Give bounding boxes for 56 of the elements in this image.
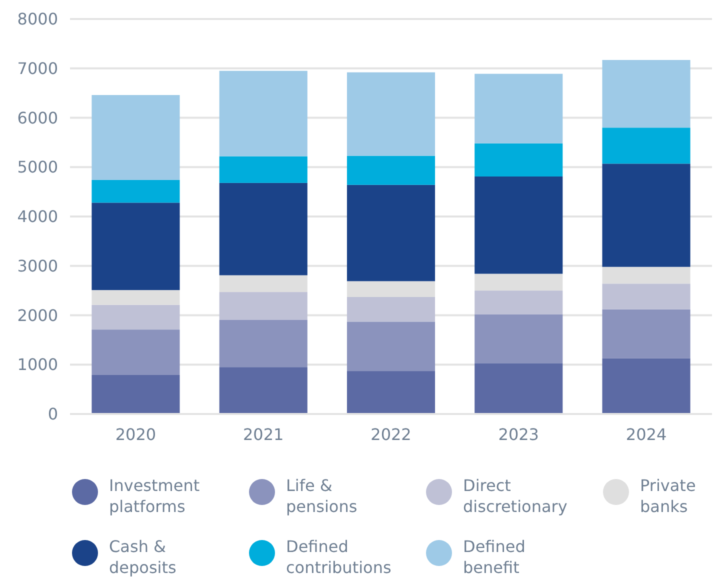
bar — [602, 309, 690, 358]
bar — [602, 284, 690, 310]
bar — [346, 184, 436, 282]
bar — [346, 156, 436, 185]
bar — [346, 281, 436, 297]
bar — [474, 274, 563, 291]
legend-label: Cash & deposits — [109, 537, 176, 577]
bar — [474, 314, 563, 364]
bar — [92, 290, 180, 305]
bar — [219, 320, 308, 368]
legend-label: Direct discretionary — [463, 476, 568, 516]
bar — [92, 180, 180, 203]
y-tick-label: 8000 — [17, 10, 58, 29]
x-tick-label: 2024 — [626, 425, 667, 444]
x-tick-label: 2021 — [243, 425, 284, 444]
bar — [602, 358, 690, 414]
bar — [346, 322, 436, 372]
bar — [92, 330, 180, 375]
bar — [92, 95, 180, 180]
bar — [219, 292, 308, 320]
legend-label: Investment platforms — [109, 476, 200, 516]
x-tick-label: 2020 — [115, 425, 156, 444]
bar — [474, 176, 563, 274]
y-tick-label: 4000 — [17, 207, 58, 226]
bar — [92, 304, 180, 330]
y-tick-label: 2000 — [17, 306, 58, 325]
bar — [219, 275, 308, 292]
bar — [219, 367, 308, 414]
y-tick-label: 3000 — [17, 256, 58, 276]
y-tick-label: 1000 — [17, 355, 58, 374]
legend-label: Defined benefit — [463, 537, 526, 577]
bar — [602, 128, 690, 164]
legend-label: Life & pensions — [286, 476, 358, 516]
x-tick-label: 2023 — [498, 425, 539, 444]
y-tick-label: 6000 — [17, 108, 58, 128]
bar — [346, 371, 436, 414]
bar — [219, 182, 308, 276]
bar — [474, 74, 563, 144]
x-tick-label: 2022 — [370, 425, 412, 444]
bar — [474, 290, 563, 314]
bar — [602, 164, 690, 267]
y-tick-label: 0 — [48, 404, 58, 424]
bar — [346, 296, 436, 322]
bar — [346, 72, 436, 156]
bar — [219, 70, 308, 156]
bar — [602, 60, 690, 128]
bar — [92, 202, 180, 290]
legend-label: Private banks — [640, 476, 696, 516]
bar — [474, 143, 563, 177]
bar — [474, 363, 563, 414]
bar — [219, 156, 308, 183]
y-tick-label: 5000 — [17, 158, 58, 177]
legend-label: Defined contributions — [286, 537, 392, 577]
bar — [602, 266, 690, 284]
bar — [92, 374, 180, 414]
y-tick-label: 7000 — [17, 58, 58, 78]
